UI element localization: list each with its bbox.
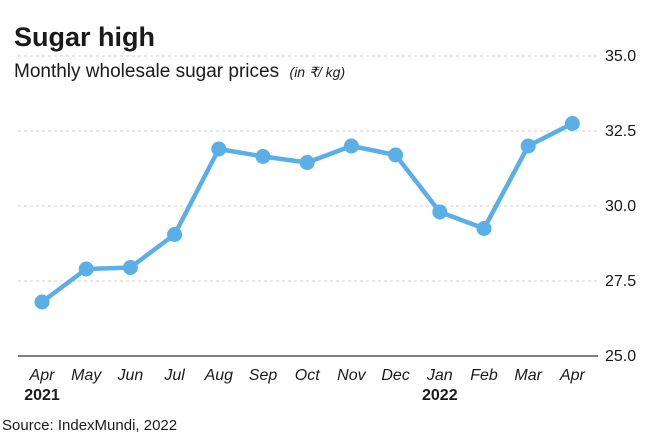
x-tick-label: Mar	[514, 367, 542, 384]
y-axis: 25.0 27.5 30.0 32.5 35.0	[605, 48, 636, 365]
x-tick-label: Aug	[204, 367, 234, 384]
data-point	[299, 155, 315, 170]
x-tick-label: Apr	[559, 367, 586, 384]
x-tick-label: Jul	[163, 367, 185, 384]
data-point	[432, 204, 448, 220]
x-tick-label: Sep	[249, 367, 278, 384]
x-tick-label: Feb	[470, 367, 498, 384]
x-tick-label: Nov	[337, 367, 366, 384]
x-tick-label: May	[71, 367, 102, 384]
y-tick-label: 32.5	[605, 123, 636, 140]
data-point	[78, 261, 94, 277]
data-point	[211, 141, 227, 157]
data-point	[34, 294, 50, 310]
year-label: 2021	[24, 387, 60, 404]
y-tick-label: 25.0	[605, 348, 636, 365]
series-line	[39, 121, 575, 305]
x-tick-label: Oct	[295, 367, 320, 384]
x-tick-label: Apr	[29, 367, 56, 384]
chart-title: Sugar high	[14, 22, 155, 52]
x-axis: Apr May Jun Jul Aug Sep Oct Nov Dec Jan Feb Mar Apr 2…	[24, 367, 585, 404]
gridlines	[18, 55, 598, 357]
x-tick-label: Jun	[117, 367, 144, 384]
data-point	[167, 227, 183, 242]
data-point	[520, 138, 536, 154]
data-point	[476, 221, 492, 236]
y-tick-label: 35.0	[605, 48, 636, 65]
chart-unit: (in ₹/ kg)	[290, 64, 346, 80]
series	[34, 116, 580, 310]
data-point	[122, 260, 138, 275]
source-note: Source: IndexMundi, 2022	[2, 417, 177, 434]
year-label: 2022	[422, 387, 458, 404]
x-tick-label: Jan	[426, 367, 453, 384]
data-point	[564, 116, 580, 131]
chart-subtitle-line: Monthly wholesale sugar prices (in ₹/ kg…	[14, 61, 345, 82]
data-point	[255, 149, 271, 164]
x-tick-label: Dec	[381, 367, 409, 384]
y-tick-label: 30.0	[605, 198, 636, 215]
data-point	[343, 138, 359, 154]
data-point	[388, 147, 404, 163]
y-tick-label: 27.5	[605, 273, 636, 290]
chart-subtitle: Monthly wholesale sugar prices	[14, 61, 279, 82]
